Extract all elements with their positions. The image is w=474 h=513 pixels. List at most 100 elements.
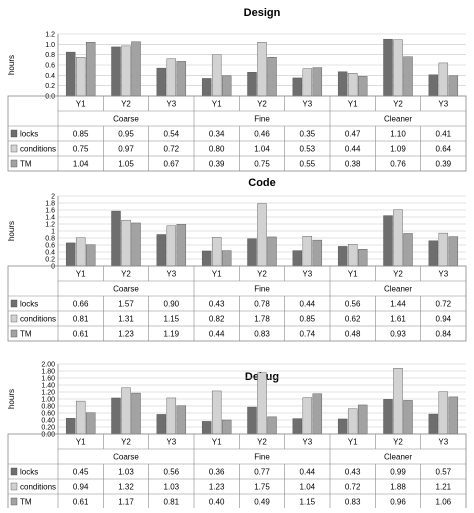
bar-locks-1 bbox=[65, 418, 76, 435]
bar-tm-5 bbox=[267, 57, 277, 97]
table-cell-value: 0.77 bbox=[254, 468, 270, 477]
x-tick-label: Y1 bbox=[212, 438, 222, 447]
x-tick-label: Y2 bbox=[121, 270, 131, 279]
x-tick-label: Y1 bbox=[348, 100, 358, 109]
table-cell-value: 0.72 bbox=[436, 300, 452, 309]
y-tick-label: 1.2 bbox=[45, 222, 55, 229]
x-tick-label: Y3 bbox=[302, 100, 312, 109]
bar-tm-5 bbox=[267, 416, 277, 435]
table-cell-value: 0.75 bbox=[73, 145, 89, 154]
bar-tm-4 bbox=[221, 419, 232, 435]
y-tick-label: 0.2 bbox=[45, 83, 55, 90]
bar-conditions-6 bbox=[302, 397, 313, 435]
bar-tm-3 bbox=[176, 61, 187, 97]
bar-conditions-1 bbox=[75, 57, 86, 97]
x-tick-label: Y3 bbox=[438, 100, 448, 109]
bar-conditions-8 bbox=[393, 209, 403, 267]
table-cell-value: 0.67 bbox=[164, 160, 180, 169]
bar-tm-6 bbox=[312, 67, 323, 97]
table-cell-value: 0.47 bbox=[345, 130, 361, 139]
legend-key-tm bbox=[10, 497, 18, 506]
bar-locks-9 bbox=[428, 74, 439, 97]
x-tick-label: Y1 bbox=[76, 100, 86, 109]
table-cell-value: 0.85 bbox=[73, 130, 89, 139]
data-table-border bbox=[7, 265, 467, 342]
x-group-label: Cleaner bbox=[384, 285, 412, 294]
table-cell-value: 0.45 bbox=[73, 468, 89, 477]
table-cell-value: 0.90 bbox=[164, 300, 180, 309]
x-group-label: Coarse bbox=[113, 285, 139, 294]
bar-locks-9 bbox=[428, 240, 439, 267]
x-tick-label: Y3 bbox=[166, 438, 176, 447]
x-group-label: Cleaner bbox=[384, 115, 412, 124]
bar-conditions-7 bbox=[347, 73, 358, 97]
table-cell-value: 0.54 bbox=[164, 130, 180, 139]
table-cell-value: 0.93 bbox=[390, 330, 406, 339]
y-tick-label: 0.6 bbox=[45, 63, 55, 70]
bar-tm-9 bbox=[448, 75, 459, 97]
y-tick-label: 0.00 bbox=[41, 432, 55, 439]
y-tick-label: 1.20 bbox=[41, 390, 55, 397]
legend-label: locks bbox=[20, 468, 38, 477]
table-cell-value: 0.94 bbox=[436, 315, 452, 324]
table-cell-value: 0.64 bbox=[436, 145, 452, 154]
bar-conditions-7 bbox=[347, 244, 358, 267]
bar-conditions-6 bbox=[302, 236, 313, 267]
bar-locks-9 bbox=[428, 413, 439, 435]
table-cell-value: 1.05 bbox=[118, 160, 134, 169]
bar-conditions-4 bbox=[211, 237, 222, 267]
table-cell-value: 0.61 bbox=[73, 330, 89, 339]
y-tick-label: 1.0 bbox=[45, 42, 55, 49]
table-cell-value: 0.34 bbox=[209, 130, 225, 139]
table-cell-value: 0.80 bbox=[209, 145, 225, 154]
table-cell-value: 0.78 bbox=[254, 300, 270, 309]
bar-tm-4 bbox=[221, 75, 232, 97]
bar-locks-5 bbox=[247, 406, 257, 435]
legend-label: conditions bbox=[20, 315, 56, 324]
table-cell-value: 1.57 bbox=[118, 300, 134, 309]
x-tick-label: Y2 bbox=[121, 438, 131, 447]
x-group-label: Coarse bbox=[113, 115, 139, 124]
table-cell-value: 0.85 bbox=[300, 315, 316, 324]
bar-tm-7 bbox=[357, 404, 368, 435]
table-cell-value: 0.57 bbox=[436, 468, 452, 477]
bar-conditions-5 bbox=[257, 42, 267, 97]
x-group-label: Coarse bbox=[113, 453, 139, 462]
x-tick-label: Y3 bbox=[438, 270, 448, 279]
y-tick-label: 1.80 bbox=[41, 369, 55, 376]
bar-conditions-3 bbox=[166, 58, 177, 97]
x-tick-label: Y1 bbox=[76, 270, 86, 279]
bar-locks-1 bbox=[65, 242, 76, 267]
bar-locks-6 bbox=[292, 250, 303, 267]
bar-tm-1 bbox=[85, 42, 96, 97]
bar-tm-2 bbox=[131, 222, 141, 267]
table-cell-value: 0.43 bbox=[345, 468, 361, 477]
table-cell-value: 1.32 bbox=[118, 483, 134, 492]
legend-key-conditions bbox=[10, 144, 18, 153]
table-cell-value: 0.44 bbox=[209, 330, 225, 339]
table-cell-value: 1.23 bbox=[118, 330, 134, 339]
table-cell-value: 0.94 bbox=[73, 483, 89, 492]
table-cell-value: 1.19 bbox=[164, 330, 180, 339]
y-tick-label: 1.2 bbox=[45, 32, 55, 39]
bar-conditions-5 bbox=[257, 203, 267, 267]
bar-locks-7 bbox=[337, 418, 348, 435]
legend-label: conditions bbox=[20, 483, 56, 492]
y-axis-label: hours bbox=[7, 221, 16, 241]
table-cell-value: 1.23 bbox=[209, 483, 225, 492]
bar-tm-6 bbox=[312, 239, 323, 267]
bar-locks-8 bbox=[383, 215, 393, 267]
legend-label: locks bbox=[20, 130, 38, 139]
y-tick-label: 0.2 bbox=[45, 257, 55, 264]
bar-locks-5 bbox=[247, 72, 257, 97]
y-tick-label: 0.0 bbox=[45, 94, 55, 101]
bar-locks-4 bbox=[201, 421, 212, 435]
y-tick-label: 2.00 bbox=[41, 362, 55, 369]
x-group-label: Fine bbox=[254, 115, 270, 124]
y-tick-label: 1.60 bbox=[41, 376, 55, 383]
legend-key-locks bbox=[10, 467, 18, 476]
x-tick-label: Y1 bbox=[212, 100, 222, 109]
bar-locks-8 bbox=[383, 399, 393, 435]
table-cell-value: 1.88 bbox=[390, 483, 406, 492]
